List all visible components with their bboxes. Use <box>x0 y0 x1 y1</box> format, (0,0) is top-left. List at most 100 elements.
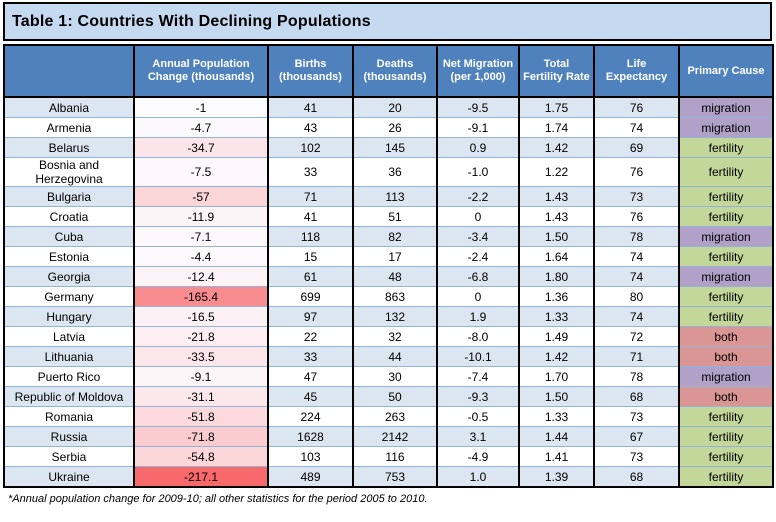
table-row: Belarus -34.7 102 145 0.9 1.42 69 fertility <box>4 137 773 158</box>
fertility-rate-cell: 1.33 <box>518 306 594 327</box>
net-migration-cell: 0 <box>436 286 519 307</box>
primary-cause-cell: fertility <box>678 157 773 187</box>
fertility-rate-cell: 1.49 <box>518 326 594 347</box>
deaths-cell: 48 <box>352 266 437 287</box>
net-migration-cell: -9.3 <box>436 386 519 407</box>
primary-cause-cell: migration <box>678 266 773 287</box>
births-cell: 489 <box>267 466 353 487</box>
table-row: Romania -51.8 224 263 -0.5 1.33 73 fertility <box>4 406 773 427</box>
change-cell: -57 <box>133 186 268 207</box>
births-cell: 699 <box>267 286 353 307</box>
life-expectancy-cell: 67 <box>593 426 679 447</box>
primary-cause-cell: fertility <box>678 137 773 158</box>
births-cell: 33 <box>267 346 353 367</box>
net-migration-cell: 3.1 <box>436 426 519 447</box>
births-cell: 22 <box>267 326 353 347</box>
deaths-cell: 116 <box>352 446 437 467</box>
life-expectancy-cell: 74 <box>593 306 679 327</box>
primary-cause-cell: fertility <box>678 426 773 447</box>
life-expectancy-cell: 78 <box>593 226 679 247</box>
primary-cause-cell: both <box>678 346 773 367</box>
primary-cause-cell: fertility <box>678 466 773 487</box>
deaths-cell: 82 <box>352 226 437 247</box>
fertility-rate-cell: 1.42 <box>518 137 594 158</box>
primary-cause-cell: fertility <box>678 246 773 267</box>
table-row: Serbia -54.8 103 116 -4.9 1.41 73 fertility <box>4 446 773 467</box>
fertility-rate-cell: 1.42 <box>518 346 594 367</box>
change-cell: -7.1 <box>133 226 268 247</box>
fertility-rate-cell: 1.75 <box>518 97 594 118</box>
deaths-cell: 753 <box>352 466 437 487</box>
change-cell: -71.8 <box>133 426 268 447</box>
life-expectancy-cell: 68 <box>593 386 679 407</box>
deaths-cell: 36 <box>352 157 437 187</box>
life-expectancy-cell: 73 <box>593 446 679 467</box>
primary-cause-cell: both <box>678 326 773 347</box>
table-row: Republic of Moldova -31.1 45 50 -9.3 1.50 68 bo… <box>4 386 773 407</box>
header-row: Annual Population Change (thousands) Birt… <box>4 45 773 98</box>
country-cell: Armenia <box>4 117 134 138</box>
births-cell: 97 <box>267 306 353 327</box>
col-header-primary-cause: Primary Cause <box>678 45 773 98</box>
net-migration-cell: -9.1 <box>436 117 519 138</box>
col-header-net-migration-per-1-000: Net Migration (per 1,000) <box>436 45 519 98</box>
country-cell: Albania <box>4 97 134 118</box>
country-cell: Russia <box>4 426 134 447</box>
fertility-rate-cell: 1.41 <box>518 446 594 467</box>
change-cell: -51.8 <box>133 406 268 427</box>
country-cell: Cuba <box>4 226 134 247</box>
country-cell: Belarus <box>4 137 134 158</box>
table-row: Armenia -4.7 43 26 -9.1 1.74 74 migration <box>4 117 773 138</box>
life-expectancy-cell: 68 <box>593 466 679 487</box>
table-row: Latvia -21.8 22 32 -8.0 1.49 72 both <box>4 326 773 347</box>
deaths-cell: 26 <box>352 117 437 138</box>
life-expectancy-cell: 78 <box>593 366 679 387</box>
primary-cause-cell: fertility <box>678 406 773 427</box>
births-cell: 43 <box>267 117 353 138</box>
country-cell: Ukraine <box>4 466 134 487</box>
table-row: Puerto Rico -9.1 47 30 -7.4 1.70 78 migration <box>4 366 773 387</box>
table-row: Georgia -12.4 61 48 -6.8 1.80 74 migration <box>4 266 773 287</box>
net-migration-cell: 0.9 <box>436 137 519 158</box>
table-row: Lithuania -33.5 33 44 -10.1 1.42 71 both <box>4 346 773 367</box>
primary-cause-cell: migration <box>678 97 773 118</box>
net-migration-cell: -7.4 <box>436 366 519 387</box>
life-expectancy-cell: 74 <box>593 266 679 287</box>
col-header-deaths-thousands: Deaths (thousands) <box>352 45 437 98</box>
primary-cause-cell: migration <box>678 117 773 138</box>
primary-cause-cell: fertility <box>678 446 773 467</box>
country-cell: Lithuania <box>4 346 134 367</box>
change-cell: -4.4 <box>133 246 268 267</box>
births-cell: 118 <box>267 226 353 247</box>
births-cell: 41 <box>267 206 353 227</box>
life-expectancy-cell: 72 <box>593 326 679 347</box>
primary-cause-cell: fertility <box>678 306 773 327</box>
country-cell: Republic of Moldova <box>4 386 134 407</box>
col-header-annual-population-change-thousands: Annual Population Change (thousands) <box>133 45 268 98</box>
primary-cause-cell: migration <box>678 226 773 247</box>
col-header-life-expectancy: Life Expectancy <box>593 45 679 98</box>
table-row: Bosnia and Herzegovina -7.5 33 36 -1.0 1.22 76… <box>4 157 773 187</box>
births-cell: 102 <box>267 137 353 158</box>
deaths-cell: 132 <box>352 306 437 327</box>
fertility-rate-cell: 1.43 <box>518 206 594 227</box>
change-cell: -34.7 <box>133 137 268 158</box>
life-expectancy-cell: 80 <box>593 286 679 307</box>
deaths-cell: 113 <box>352 186 437 207</box>
net-migration-cell: -3.4 <box>436 226 519 247</box>
country-cell: Germany <box>4 286 134 307</box>
table-footnote: *Annual population change for 2009-10; a… <box>8 493 428 505</box>
births-cell: 61 <box>267 266 353 287</box>
fertility-rate-cell: 1.22 <box>518 157 594 187</box>
col-header-births-thousands: Births (thousands) <box>267 45 353 98</box>
change-cell: -11.9 <box>133 206 268 227</box>
fertility-rate-cell: 1.44 <box>518 426 594 447</box>
change-cell: -4.7 <box>133 117 268 138</box>
table-title: Table 1: Countries With Declining Popula… <box>3 2 772 41</box>
deaths-cell: 263 <box>352 406 437 427</box>
births-cell: 71 <box>267 186 353 207</box>
col-header-empty <box>4 45 134 98</box>
births-cell: 47 <box>267 366 353 387</box>
change-cell: -165.4 <box>133 286 268 307</box>
net-migration-cell: -10.1 <box>436 346 519 367</box>
